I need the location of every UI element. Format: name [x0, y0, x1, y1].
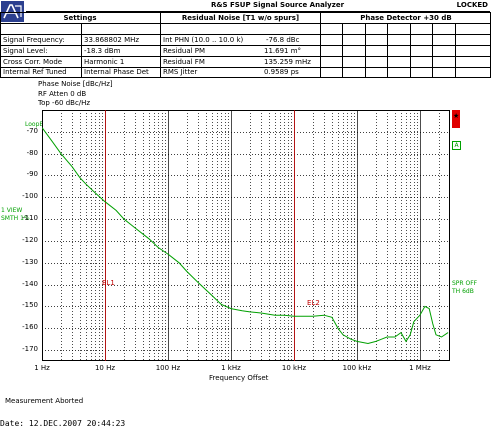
trace-title: Phase Noise [dBc/Hz] [38, 80, 113, 88]
limit-lines [105, 110, 295, 361]
y-tick-label: -70 [26, 126, 38, 135]
measurement-status: Measurement Aborted [5, 397, 84, 405]
timestamp: Date: 12.DEC.2007 20:44:23 [0, 419, 126, 428]
loop-bw-label: LoopBW [25, 121, 50, 128]
noise-value: 0.9589 ps [264, 68, 299, 76]
window-title: R&S FSUP Signal Source Analyzer [211, 1, 345, 9]
marker-indicator: ★ [452, 110, 460, 128]
row-value: Harmonic 1 [84, 58, 125, 66]
y-tick-label: -100 [22, 192, 38, 201]
row-label: Cross Corr. Mode [3, 58, 63, 66]
y-tick-label: -130 [22, 257, 38, 266]
view-label: 1 VIEW [1, 207, 23, 214]
noise-value: 135.259 mHz [264, 58, 311, 66]
threshold-label: TH 6dB [452, 288, 474, 295]
noise-value: -76.8 dBc [266, 36, 300, 44]
settings-table: Settings Residual Noise [T1 w/o spurs] P… [0, 12, 491, 78]
x-tick-label: 100 kHz [342, 364, 372, 372]
plot-frame [42, 110, 450, 361]
y-tick-label: -160 [22, 323, 38, 332]
row-value: Internal Phase Det [84, 68, 149, 76]
y-tick-label: -110 [22, 214, 38, 223]
star-icon: ★ [453, 112, 460, 120]
marker-el2: EL2 [307, 299, 320, 307]
row-label: Internal Ref Tuned [3, 68, 67, 76]
row-value: -18.3 dBm [84, 47, 121, 55]
noise-label: Residual PM [163, 47, 206, 55]
row-label: Signal Level: [3, 47, 48, 55]
x-tick-label: 1 kHz [221, 364, 241, 372]
y-tick-label: -170 [22, 345, 38, 354]
y-tick-label: -140 [22, 279, 38, 288]
title-bar: R&S FSUP Signal Source Analyzer LOCKED [26, 1, 490, 12]
header-phase-detector: Phase Detector +30 dB [360, 14, 452, 22]
y-tick-label: -150 [22, 301, 38, 310]
rf-atten: RF Atten 0 dB [38, 90, 87, 98]
y-tick-label: -90 [26, 170, 38, 179]
y-tick-label: -80 [26, 148, 38, 157]
phase-noise-trace [42, 127, 449, 345]
x-tick-label: 1 MHz [409, 364, 431, 372]
row-label: Signal Frequency: [3, 36, 65, 44]
top-reference: Top -60 dBc/Hz [38, 99, 91, 107]
x-tick-label: 10 Hz [94, 364, 116, 372]
minor-grid [42, 110, 450, 361]
row-value: 33.868802 MHz [84, 36, 140, 44]
noise-value: 11.691 m° [264, 47, 302, 55]
lock-status: LOCKED [456, 1, 488, 9]
table-grid [0, 12, 491, 78]
trace-a-badge: A [452, 141, 461, 150]
noise-label: RMS Jitter [163, 68, 198, 76]
x-tick-label: 10 kHz [281, 364, 307, 372]
header-settings: Settings [63, 14, 97, 22]
x-axis-title: Frequency Offset [209, 374, 269, 382]
y-tick-label: -120 [22, 235, 38, 244]
x-tick-label: 1 Hz [34, 364, 50, 372]
spur-label: SPR OFF [452, 280, 478, 287]
noise-label: Int PHN (10.0 .. 10.0 k) [163, 36, 244, 44]
smooth-label: SMTH 1% [1, 215, 30, 222]
x-tick-label: 100 Hz [155, 364, 181, 372]
noise-label: Residual FM [163, 58, 205, 66]
marker-el1: EL1 [102, 279, 115, 287]
header-residual-noise: Residual Noise [T1 w/o spurs] [181, 14, 300, 22]
phase-noise-plot [42, 110, 450, 361]
